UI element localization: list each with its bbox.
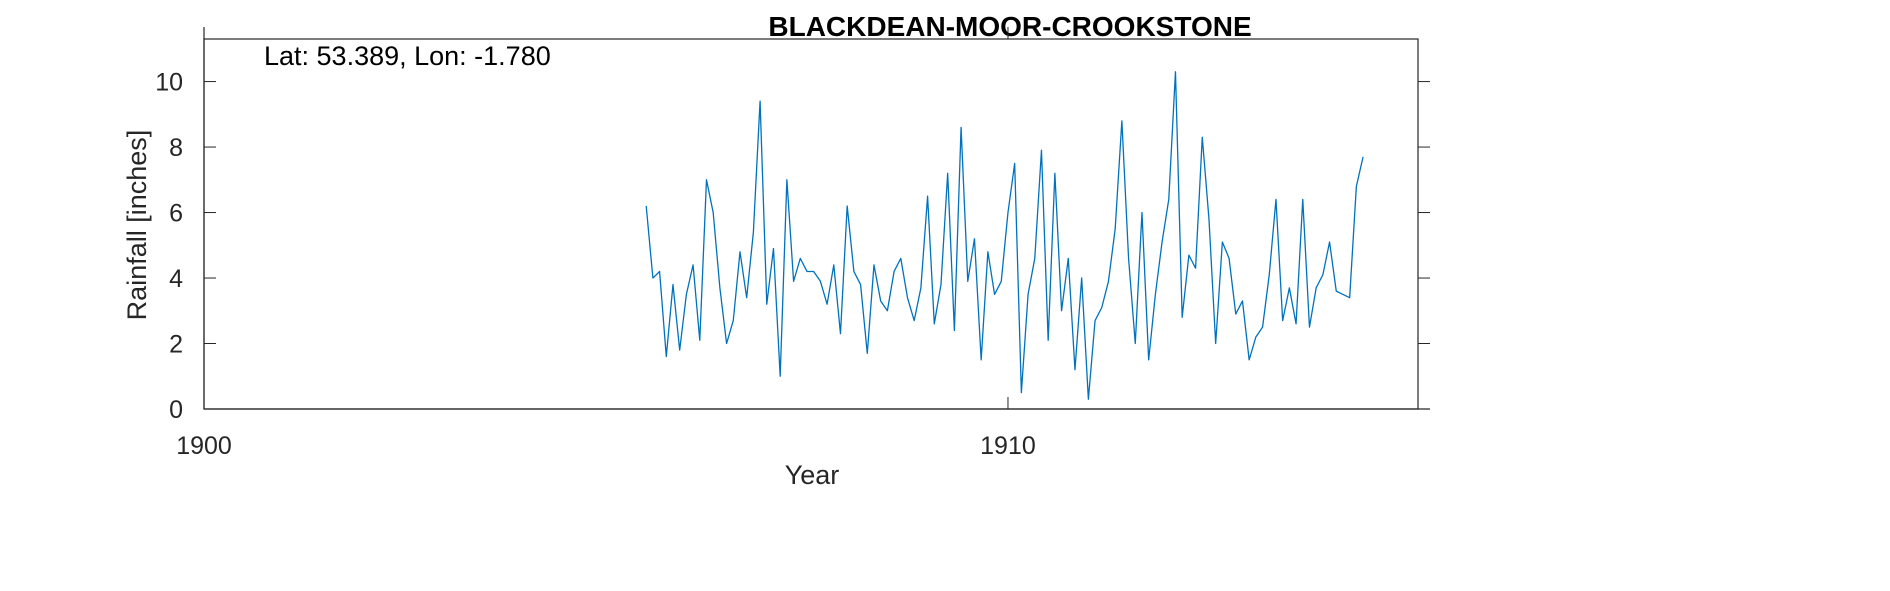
x-tick-label: 1900: [176, 432, 232, 460]
axis-ticks: 0 2 4 6 8 10 1900 1910: [155, 27, 1430, 460]
rainfall-series-line: [645, 71, 1364, 400]
x-axis-label: Year: [785, 460, 840, 490]
y-tick-label: 8: [169, 134, 183, 162]
y-tick-label: 2: [169, 331, 183, 359]
series-group: [645, 71, 1364, 400]
chart-title: BLACKDEAN-MOOR-CROOKSTONE: [768, 11, 1251, 42]
y-tick-label: 4: [169, 265, 183, 293]
plot-frame: [203, 38, 1419, 410]
axes: [203, 27, 1430, 410]
y-tick-label: 0: [169, 396, 183, 424]
y-tick-label: 10: [155, 69, 183, 97]
location-annotation: Lat: 53.389, Lon: -1.780: [264, 41, 551, 71]
y-tick-label: 6: [169, 200, 183, 228]
y-axis-label: Rainfall [inches]: [122, 130, 152, 321]
x-tick-label: 1910: [980, 432, 1036, 460]
